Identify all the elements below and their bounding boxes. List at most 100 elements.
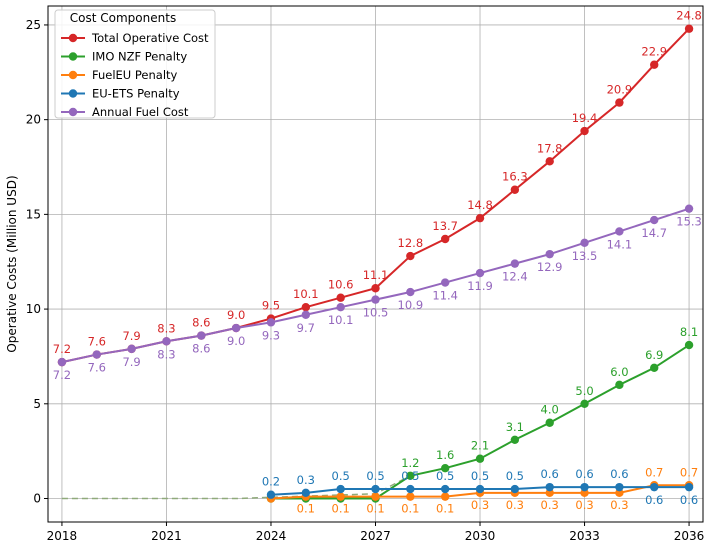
data-point [371, 492, 380, 501]
data-point [475, 268, 485, 278]
data-point [650, 60, 659, 69]
x-tick-label: 2021 [151, 529, 182, 543]
data-label: 20.9 [607, 83, 633, 97]
data-label: 0.6 [610, 467, 628, 481]
data-label: 9.0 [227, 334, 245, 348]
data-point [475, 213, 485, 223]
data-label: 10.1 [328, 313, 354, 327]
data-label: 9.0 [227, 308, 245, 322]
data-label: 7.2 [53, 342, 71, 356]
data-label: 12.8 [398, 236, 424, 250]
data-point [684, 204, 694, 213]
data-label: 7.9 [122, 329, 140, 343]
data-label: 10.6 [328, 278, 354, 292]
data-point [580, 126, 589, 136]
data-label: 0.3 [610, 498, 628, 512]
data-label: 14.8 [467, 198, 493, 212]
baseline-dashed-line [61, 475, 411, 500]
data-point [162, 337, 171, 346]
legend-item: Annual Fuel Cost [61, 105, 189, 119]
data-label: 8.3 [157, 347, 175, 361]
dashed-baseline [61, 475, 411, 500]
legend-label: Total Operative Cost [91, 31, 209, 45]
data-point [615, 380, 624, 390]
data-label: 0.1 [366, 502, 384, 516]
data-label: 8.6 [192, 342, 210, 356]
data-point [475, 454, 485, 463]
data-label: 9.5 [262, 299, 280, 313]
data-label: 0.5 [332, 469, 350, 483]
data-label: 16.3 [502, 170, 528, 184]
data-point [440, 492, 450, 501]
data-point [440, 484, 450, 494]
data-labels: 7.2 7.6 7.9 8.3 8.6 9.0 9.5 10.1 10.6 11.1 12.8 13.… [53, 9, 702, 516]
data-point [197, 331, 206, 340]
data-label: 11.4 [432, 289, 458, 303]
legend: Cost Components Total Operative Cost IMO … [54, 9, 216, 119]
data-label: 0.1 [436, 502, 454, 516]
x-tick-label: 2030 [465, 529, 496, 543]
data-label: 0.2 [262, 475, 280, 489]
x-tick-label: 2027 [360, 529, 391, 543]
data-point [510, 185, 520, 194]
data-point [615, 482, 624, 492]
legend-items: Total Operative Cost IMO NZF Penalty FuelE… [61, 31, 209, 119]
data-label: 0.3 [297, 473, 315, 487]
data-point [580, 238, 589, 247]
data-point [440, 278, 450, 287]
legend-marker [68, 89, 78, 98]
x-tick-label: 2036 [674, 529, 705, 543]
data-point [301, 302, 311, 312]
data-point [475, 484, 485, 494]
data-label: 9.3 [262, 328, 280, 342]
data-label: 3.1 [506, 420, 524, 434]
data-point [684, 24, 694, 33]
data-label: 15.3 [676, 215, 702, 229]
data-point [301, 310, 311, 319]
data-label: 6.0 [610, 365, 628, 379]
data-point [510, 484, 520, 494]
data-label: 12.9 [537, 260, 563, 274]
y-axis-label: Operative Costs (Million USD) [5, 175, 19, 352]
data-point [371, 295, 380, 304]
data-label: 7.2 [53, 368, 71, 382]
data-point [545, 482, 554, 492]
data-label: 17.8 [537, 141, 563, 155]
y-tick-label: 25 [26, 18, 41, 32]
data-point [266, 318, 276, 327]
data-point [231, 323, 241, 333]
y-axis-ticks: 0 5 10 15 20 25 [26, 18, 48, 506]
legend-marker [68, 70, 78, 80]
legend-title: Cost Components [70, 11, 176, 25]
data-point [371, 284, 380, 293]
data-point [406, 492, 415, 501]
y-tick-label: 15 [26, 207, 41, 221]
data-point [406, 471, 415, 480]
data-label: 1.6 [436, 448, 454, 462]
legend-label: EU-ETS Penalty [92, 87, 180, 101]
data-point [580, 399, 589, 408]
legend-item: Total Operative Cost [61, 31, 209, 45]
data-label: 10.9 [398, 298, 424, 312]
data-point [440, 464, 450, 473]
data-point [57, 357, 67, 367]
data-label: 0.1 [401, 502, 419, 516]
x-axis-ticks: 2018 2021 2024 2027 2030 2033 2036 [47, 522, 705, 543]
data-label: 1.2 [401, 456, 419, 470]
grid [48, 6, 703, 522]
data-point [336, 492, 345, 501]
x-tick-label: 2024 [256, 529, 287, 543]
legend-item: EU-ETS Penalty [61, 87, 180, 101]
data-label: 7.6 [88, 335, 106, 349]
data-point [545, 157, 554, 166]
data-label: 0.6 [680, 493, 698, 507]
data-label: 7.9 [122, 355, 140, 369]
legend-box [54, 9, 216, 119]
data-label: 13.5 [572, 249, 598, 263]
data-label: 0.1 [332, 502, 350, 516]
data-label: 0.3 [575, 498, 593, 512]
data-point [545, 418, 554, 427]
data-label: 7.6 [88, 361, 106, 375]
data-label: 22.9 [641, 45, 667, 59]
